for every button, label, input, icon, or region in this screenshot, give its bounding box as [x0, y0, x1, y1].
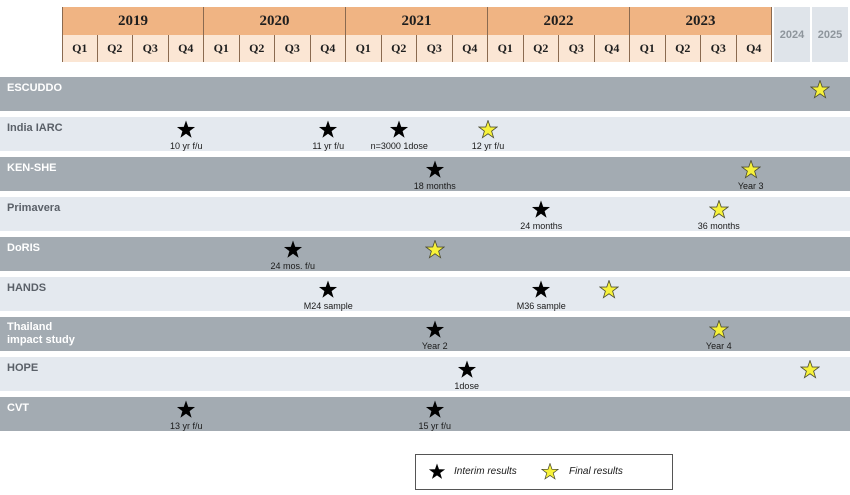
milestone-note: M24 sample [303, 301, 353, 311]
quarter-header-2019-Q1: Q1 [62, 35, 98, 62]
year-header-2025: 2025 [810, 7, 848, 62]
milestone-note: 24 months [520, 221, 563, 231]
milestone-note: n=3000 1dose [370, 141, 428, 151]
interim-star-icon [425, 400, 444, 418]
study-name: CVT [7, 402, 29, 414]
study-row: India IARC [0, 117, 850, 151]
quarter-header-2021-Q3: Q3 [417, 35, 453, 62]
final-star-icon [478, 120, 498, 139]
study-name: ESCUDDO [7, 82, 63, 94]
interim-star-icon [283, 240, 302, 258]
study-row: CVT [0, 397, 850, 431]
milestone-note: 15 yr f/u [418, 421, 452, 431]
legend-interim-label: Interim results [454, 466, 517, 477]
final-star-icon [541, 463, 559, 480]
final-star-icon [800, 360, 820, 379]
quarter-header-2023-Q2: Q2 [665, 35, 701, 62]
quarter-header-2021-Q2: Q2 [381, 35, 417, 62]
milestone-note: 12 yr f/u [471, 141, 505, 151]
final-star-icon [708, 200, 729, 219]
quarter-header-2022-Q3: Q3 [559, 35, 595, 62]
study-name: KEN-SHE [7, 162, 57, 174]
milestone-note: 11 yr f/u [312, 141, 345, 151]
year-header-2022: 2022 [488, 7, 630, 35]
study-row: Thailand impact study [0, 317, 850, 351]
interim-star-icon [319, 280, 338, 298]
interim-star-icon [177, 400, 196, 418]
quarter-header-2021-Q4: Q4 [452, 35, 488, 62]
quarter-header-2021-Q1: Q1 [346, 35, 382, 62]
interim-star-icon [319, 120, 338, 138]
study-row: DoRIS [0, 237, 850, 271]
study-name: India IARC [7, 122, 63, 134]
interim-star-icon [425, 160, 444, 178]
study-row: KEN-SHE [0, 157, 850, 191]
study-name: DoRIS [7, 242, 40, 254]
quarter-header-2022-Q2: Q2 [523, 35, 559, 62]
study-name: HANDS [7, 282, 47, 294]
study-name: HOPE [7, 362, 39, 374]
year-header-2021: 2021 [346, 7, 488, 35]
final-star-icon [809, 80, 830, 99]
milestone-note: 36 months [697, 221, 740, 231]
study-row: Primavera [0, 197, 850, 231]
interim-star-icon [532, 280, 551, 298]
study-row: ESCUDDO [0, 77, 850, 111]
interim-star-icon [532, 200, 551, 218]
legend: Interim results Final results [415, 454, 673, 490]
study-row: HOPE [0, 357, 850, 391]
quarter-header-2020-Q1: Q1 [204, 35, 240, 62]
milestone-note: 18 months [413, 181, 456, 191]
milestone-note: 1dose [454, 381, 479, 391]
final-star-icon [598, 280, 619, 299]
interim-star-icon [177, 120, 196, 138]
quarter-header-2023-Q4: Q4 [736, 35, 772, 62]
final-star-icon [424, 240, 445, 259]
milestone-note: Year 4 [705, 341, 732, 351]
interim-star-icon [428, 463, 446, 479]
quarter-header-2020-Q2: Q2 [239, 35, 275, 62]
year-header-2024: 2024 [772, 7, 810, 62]
quarter-header-2022-Q1: Q1 [488, 35, 524, 62]
milestone-note: M36 sample [516, 301, 566, 311]
year-header-2023: 2023 [630, 7, 772, 35]
quarter-header-2019-Q4: Q4 [168, 35, 204, 62]
interim-star-icon [390, 120, 409, 138]
interim-star-icon [457, 360, 476, 378]
year-header-2020: 2020 [204, 7, 346, 35]
quarter-header-2020-Q4: Q4 [310, 35, 346, 62]
study-row: HANDS [0, 277, 850, 311]
final-star-icon [740, 160, 761, 179]
year-header-2019: 2019 [62, 7, 204, 35]
milestone-note: Year 2 [421, 341, 448, 351]
milestone-note: Year 3 [737, 181, 764, 191]
study-name: Primavera [7, 202, 61, 214]
quarter-header-2023-Q1: Q1 [630, 35, 666, 62]
final-star-icon [708, 320, 729, 339]
milestone-note: 13 yr f/u [169, 421, 203, 431]
quarter-header-2023-Q3: Q3 [701, 35, 737, 62]
legend-final-label: Final results [569, 466, 623, 477]
quarter-header-2022-Q4: Q4 [594, 35, 630, 62]
quarter-header-2020-Q3: Q3 [275, 35, 311, 62]
milestone-note: 10 yr f/u [169, 141, 203, 151]
study-name: Thailand impact study [7, 321, 75, 346]
milestone-note: 24 mos. f/u [270, 261, 316, 271]
quarter-header-2019-Q3: Q3 [133, 35, 169, 62]
interim-star-icon [425, 320, 444, 338]
quarter-header-2019-Q2: Q2 [97, 35, 133, 62]
